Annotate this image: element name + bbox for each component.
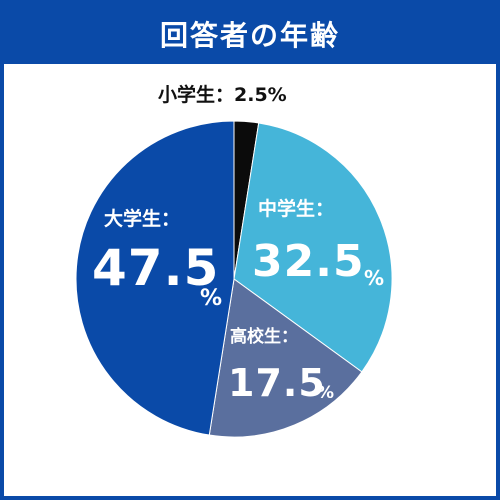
pie-slice-university — [75, 120, 235, 436]
slice-label-elementary: 小学生：2.5% — [158, 84, 287, 106]
page-title: 回答者の年齢 — [159, 19, 340, 52]
slice-value-high-school: 17.5 — [228, 361, 326, 405]
slice-label-high-school: 高校生： — [230, 327, 298, 347]
header-bar: 回答者の年齢 — [4, 4, 496, 64]
slice-unit-university: % — [200, 286, 223, 311]
pie-slice-junior-high — [233, 122, 393, 373]
slice-label-junior-high: 中学生： — [258, 198, 335, 220]
slice-unit-high-school: % — [317, 383, 335, 403]
slice-value-university: 47.5 — [92, 239, 220, 297]
slice-value-junior-high: 32.5 — [252, 236, 365, 287]
pie-slice-high-school — [208, 278, 363, 438]
slice-label-university: 大学生： — [104, 208, 181, 230]
slice-unit-junior-high: % — [364, 266, 385, 290]
